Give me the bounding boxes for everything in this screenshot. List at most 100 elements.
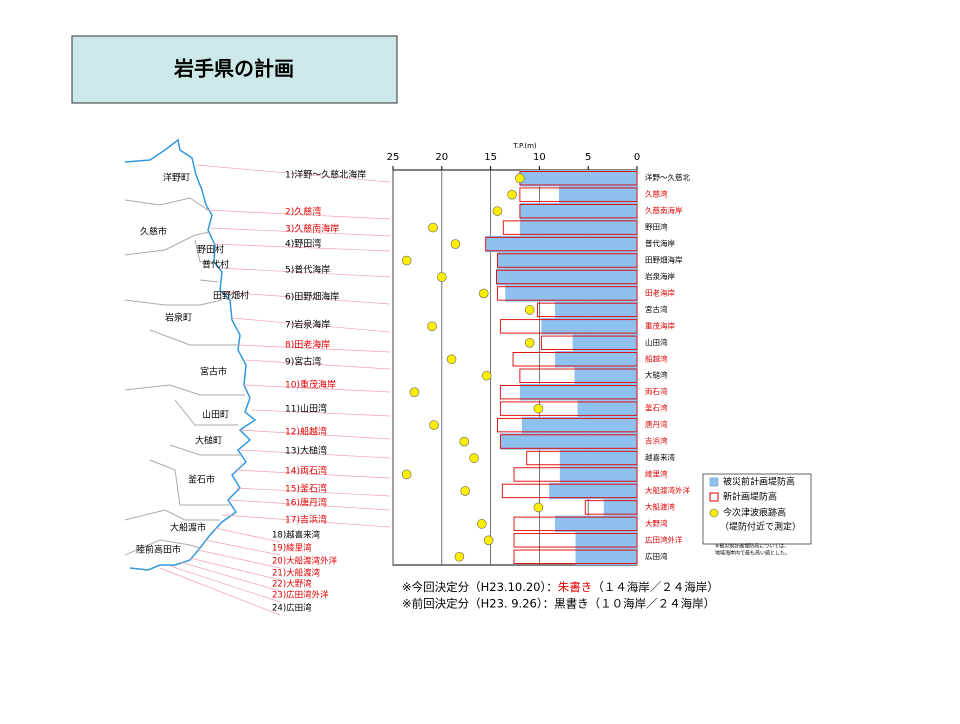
pre-disaster-bar [572,334,637,352]
leader-line [234,469,391,479]
area-label: 16)唐丹湾 [285,497,327,509]
leader-line [169,565,281,603]
pre-disaster-bar [555,351,637,368]
legend-note: （堤防付近で測定） [720,521,801,533]
tsunami-height [401,469,412,480]
leader-line [209,227,391,237]
leader-line [204,539,281,556]
boundaries [124,197,245,556]
leader-line [245,359,391,370]
tsunami-height [454,551,465,562]
category-label: 普代海岸 [645,238,675,248]
category-label: 大船渡湾外洋 [645,485,690,495]
leader-line [239,449,391,459]
pre-disaster-bar [485,235,637,253]
new-plan-bar [499,434,638,449]
town-label: 久慈市 [140,226,167,238]
leader-line [205,209,391,220]
leader-line [231,317,391,333]
pre-disaster-bar [575,532,637,549]
area-label: 22)大野湾 [272,579,312,590]
leader-line [213,243,391,252]
leader-line [214,527,281,543]
new-plan-bar [584,500,638,515]
new-plan-bar [496,286,638,301]
x-axis-label: T.P.(m) [512,142,537,150]
leader-line [221,291,391,305]
town-label: 洋野町 [163,172,190,184]
tsunami-height [459,436,470,447]
pre-disaster-bar [519,170,637,187]
pre-disaster-bar [497,252,637,269]
area-label: 4)野田湾 [285,238,321,250]
tsunami-height [492,206,503,216]
leader-line [221,514,391,528]
pre-disaster-bar [541,318,637,335]
tsunami-height [524,305,535,315]
legend-box [702,473,812,545]
area-label: 11)山田湾 [285,403,327,415]
leader-line [159,567,281,616]
leader-line [243,384,391,393]
area-label: 6)田野畑海岸 [285,291,339,303]
category-label: 広田湾 [645,551,668,561]
leader-line [197,549,281,569]
area-label: 13)大槌湾 [285,445,327,457]
town-label: 釜石市 [188,474,215,486]
leader-line [239,429,391,440]
area-label: 15)釜石湾 [285,483,327,495]
town-label: 宮古市 [200,366,227,378]
pre-disaster-bar [496,268,637,286]
area-label: 19)綾里湾 [272,543,312,554]
note: ※今回決定分（H23.10.20）：朱書き（１４海岸／２４海岸） [402,580,719,594]
x-tick-label: 25 [387,152,400,163]
new-plan-bar [496,417,638,433]
pre-disaster-bar [519,202,637,220]
pre-disaster-bar [549,482,637,500]
category-label: 広田湾外洋 [645,534,683,544]
new-plan-bar [540,335,638,350]
category-label: 岩泉海岸 [645,271,675,281]
category-label: 大槌湾 [645,370,668,380]
new-plan-bar [519,187,638,202]
new-plan-bar [499,385,638,400]
note-part: ※今回決定分（H23.10.20）： [402,580,558,594]
footnote: 地域海岸内で最も高い値とした。 [715,550,790,557]
x-tick-label: 10 [533,152,546,163]
category-label: 釜石湾 [645,403,668,413]
area-label: 17)吉浜湾 [285,514,327,526]
new-plan-bar [519,368,638,383]
area-label: 9)宮古湾 [285,356,321,368]
tsunami-height [409,387,420,397]
pre-disaster-bar [603,499,637,516]
area-label: 14)両石湾 [285,465,327,477]
pre-disaster-bar [500,433,637,450]
tsunami-height [481,370,492,381]
category-label: 船越湾 [645,353,668,363]
map [124,138,257,571]
category-label: 洋野～久慈北 [645,172,690,182]
pre-disaster-bar [577,400,637,417]
x-tick-label: 20 [435,152,448,163]
note: ※前回決定分（H23. 9.26）：黒書き（１０海岸／２４海岸） [402,597,715,611]
legend-label: 被災前計画堤防高 [723,476,795,488]
category-label: 田野畑海岸 [645,255,683,265]
new-plan-bar [499,401,638,416]
town-label: 陸前高田市 [136,544,181,556]
new-plan-bar [499,319,638,334]
category-label: 田老海岸 [645,287,675,297]
area-label: 12)船越湾 [285,426,327,438]
category-label: 大船渡湾 [645,501,675,511]
note-part: （１４海岸／２４海岸） [592,580,719,594]
note-part: 朱書き [558,580,593,594]
town-label: 普代村 [202,259,229,271]
area-label: 5)普代海岸 [285,264,330,276]
area-label: 21)大船渡湾 [272,568,321,579]
tsunami-height [450,239,461,249]
pre-disaster-bar [521,416,637,434]
leader-line [195,164,391,183]
area-label: 20)大船渡湾外洋 [272,556,338,567]
legend-label: 新計画堤防高 [723,491,777,503]
leader-line [229,499,391,511]
